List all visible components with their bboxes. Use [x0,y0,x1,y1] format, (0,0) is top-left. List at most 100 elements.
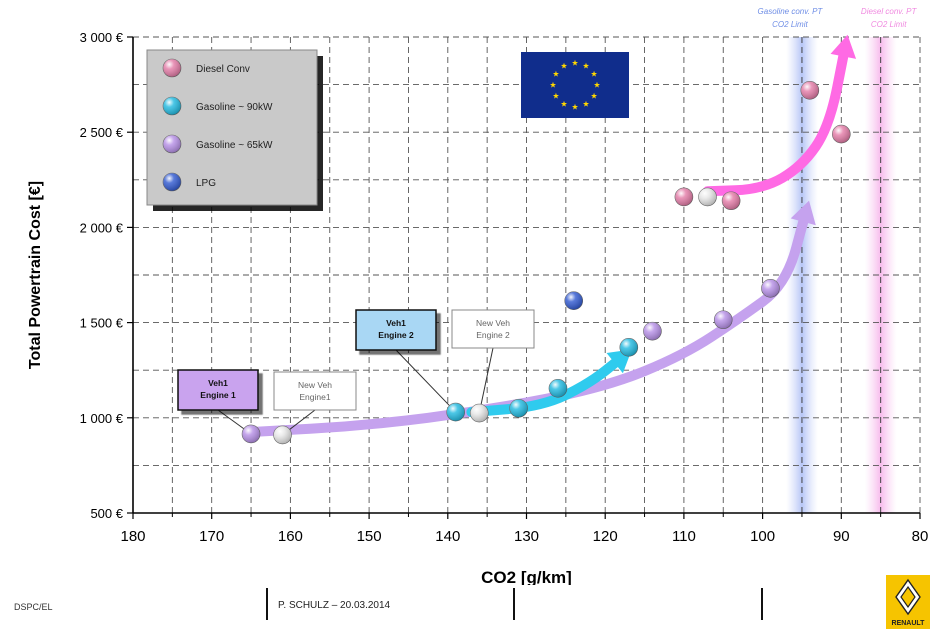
legend-marker [162,172,182,192]
callout-box [273,371,357,411]
data-point [831,124,851,144]
flag-star [582,100,590,107]
point-shading [163,135,181,153]
point-shading [163,97,181,115]
co2-limit-band [785,37,818,513]
data-point [619,338,639,357]
point-shading [242,424,261,443]
flag-star [549,81,557,88]
legend-marker [162,96,182,116]
x-axis-title: CO2 [g/km] [481,568,572,585]
y-tick-label: 500 € [90,506,123,521]
point-shading [446,403,465,422]
footer-divider [266,588,268,620]
data-point [713,310,733,330]
flag-star [571,59,579,66]
renault-logo: RENAULT [886,575,930,629]
callout: New Veh Engine1 [273,371,357,436]
y-tick-label: 2 500 € [80,125,124,140]
flag-star [552,92,559,99]
footer-divider [513,588,515,620]
callout-text: Engine 2 [378,330,414,340]
x-tick-label: 100 [750,528,775,545]
data-point [241,424,261,444]
footer: DSPC/EL P. SCHULZ – 20.03.2014 [0,586,935,632]
callout-leader [395,349,457,413]
callout: New Veh Engine 2 [451,309,535,414]
y-tick-label: 3 000 € [80,30,124,45]
data-point [674,187,694,207]
flag-star [591,70,598,77]
co2-limit-band [864,37,897,513]
data-point [446,402,465,422]
x-tick-label: 110 [672,528,696,545]
callout-text: Engine 1 [200,390,236,400]
point-shading [163,173,181,191]
co2-limit-label: CO2 Limit [871,20,907,29]
x-tick-label: 160 [278,528,303,545]
data-point [469,403,489,423]
legend-marker [162,58,182,78]
x-tick-label: 150 [357,528,382,545]
y-tick-label: 1 500 € [80,316,124,331]
x-tick-label: 170 [199,528,224,545]
point-shading [714,310,733,329]
point-shading [509,399,528,418]
callout-text: Engine 2 [476,330,510,340]
callout-text: New Veh [476,318,510,328]
flag-star [593,81,601,88]
trend-arrow [246,207,811,438]
point-shading [163,59,181,77]
data-point [721,191,741,211]
x-tick-label: 120 [593,528,618,545]
data-points [241,81,851,445]
y-axis-title: Total Powertrain Cost [€] [27,181,44,369]
x-tick-label: 180 [120,528,145,545]
legend-label: Diesel Conv [196,64,250,75]
point-shading [800,81,819,100]
flag-star [591,92,598,99]
trend-arrow [702,41,851,197]
legend-label: LPG [196,178,216,189]
co2-limit-label: Gasoline conv. PT [758,7,824,16]
data-point [509,398,528,418]
point-shading [470,404,489,423]
y-tick-label: 2 000 € [80,220,124,235]
point-shading [761,279,780,298]
axis-labels: CO2 [g/km] Total Powertrain Cost [€] [27,181,572,585]
co2-limit-label: CO2 Limit [772,20,808,29]
trend-arrow-head [790,200,816,226]
y-tick-label: 1 000 € [80,411,124,426]
data-point [698,187,717,207]
point-shading [674,187,693,206]
co2-limit-label: Diesel conv. PT [861,7,918,16]
data-point [548,378,568,398]
point-shading [832,125,851,144]
chart: Gasoline conv. PT CO2 Limit Diesel conv. P… [27,7,928,585]
data-point [564,291,584,311]
co2-limit-bands: Gasoline conv. PT CO2 Limit Diesel conv. P… [758,7,918,513]
legend-label: Gasoline ~ 65kW [196,140,273,151]
point-shading [548,379,567,398]
flag-star [571,103,579,110]
flag-star [552,70,559,77]
callout-box [355,309,437,351]
point-shading [698,187,717,206]
point-shading [564,291,583,310]
eu-flag [521,52,629,118]
point-shading [722,191,741,210]
x-tick-label: 90 [833,528,850,545]
flag-star [560,100,568,107]
legend-label: Gasoline ~ 90kW [196,102,273,113]
data-point [273,425,292,445]
flag-star [560,62,568,69]
x-tick-label: 130 [514,528,539,545]
callout-text: Engine1 [299,392,330,402]
data-point [800,81,820,100]
callout-box [177,369,259,411]
callout-leader [478,347,494,414]
callout-text: New Veh [298,380,332,390]
point-shading [273,425,292,444]
point-shading [643,322,662,341]
